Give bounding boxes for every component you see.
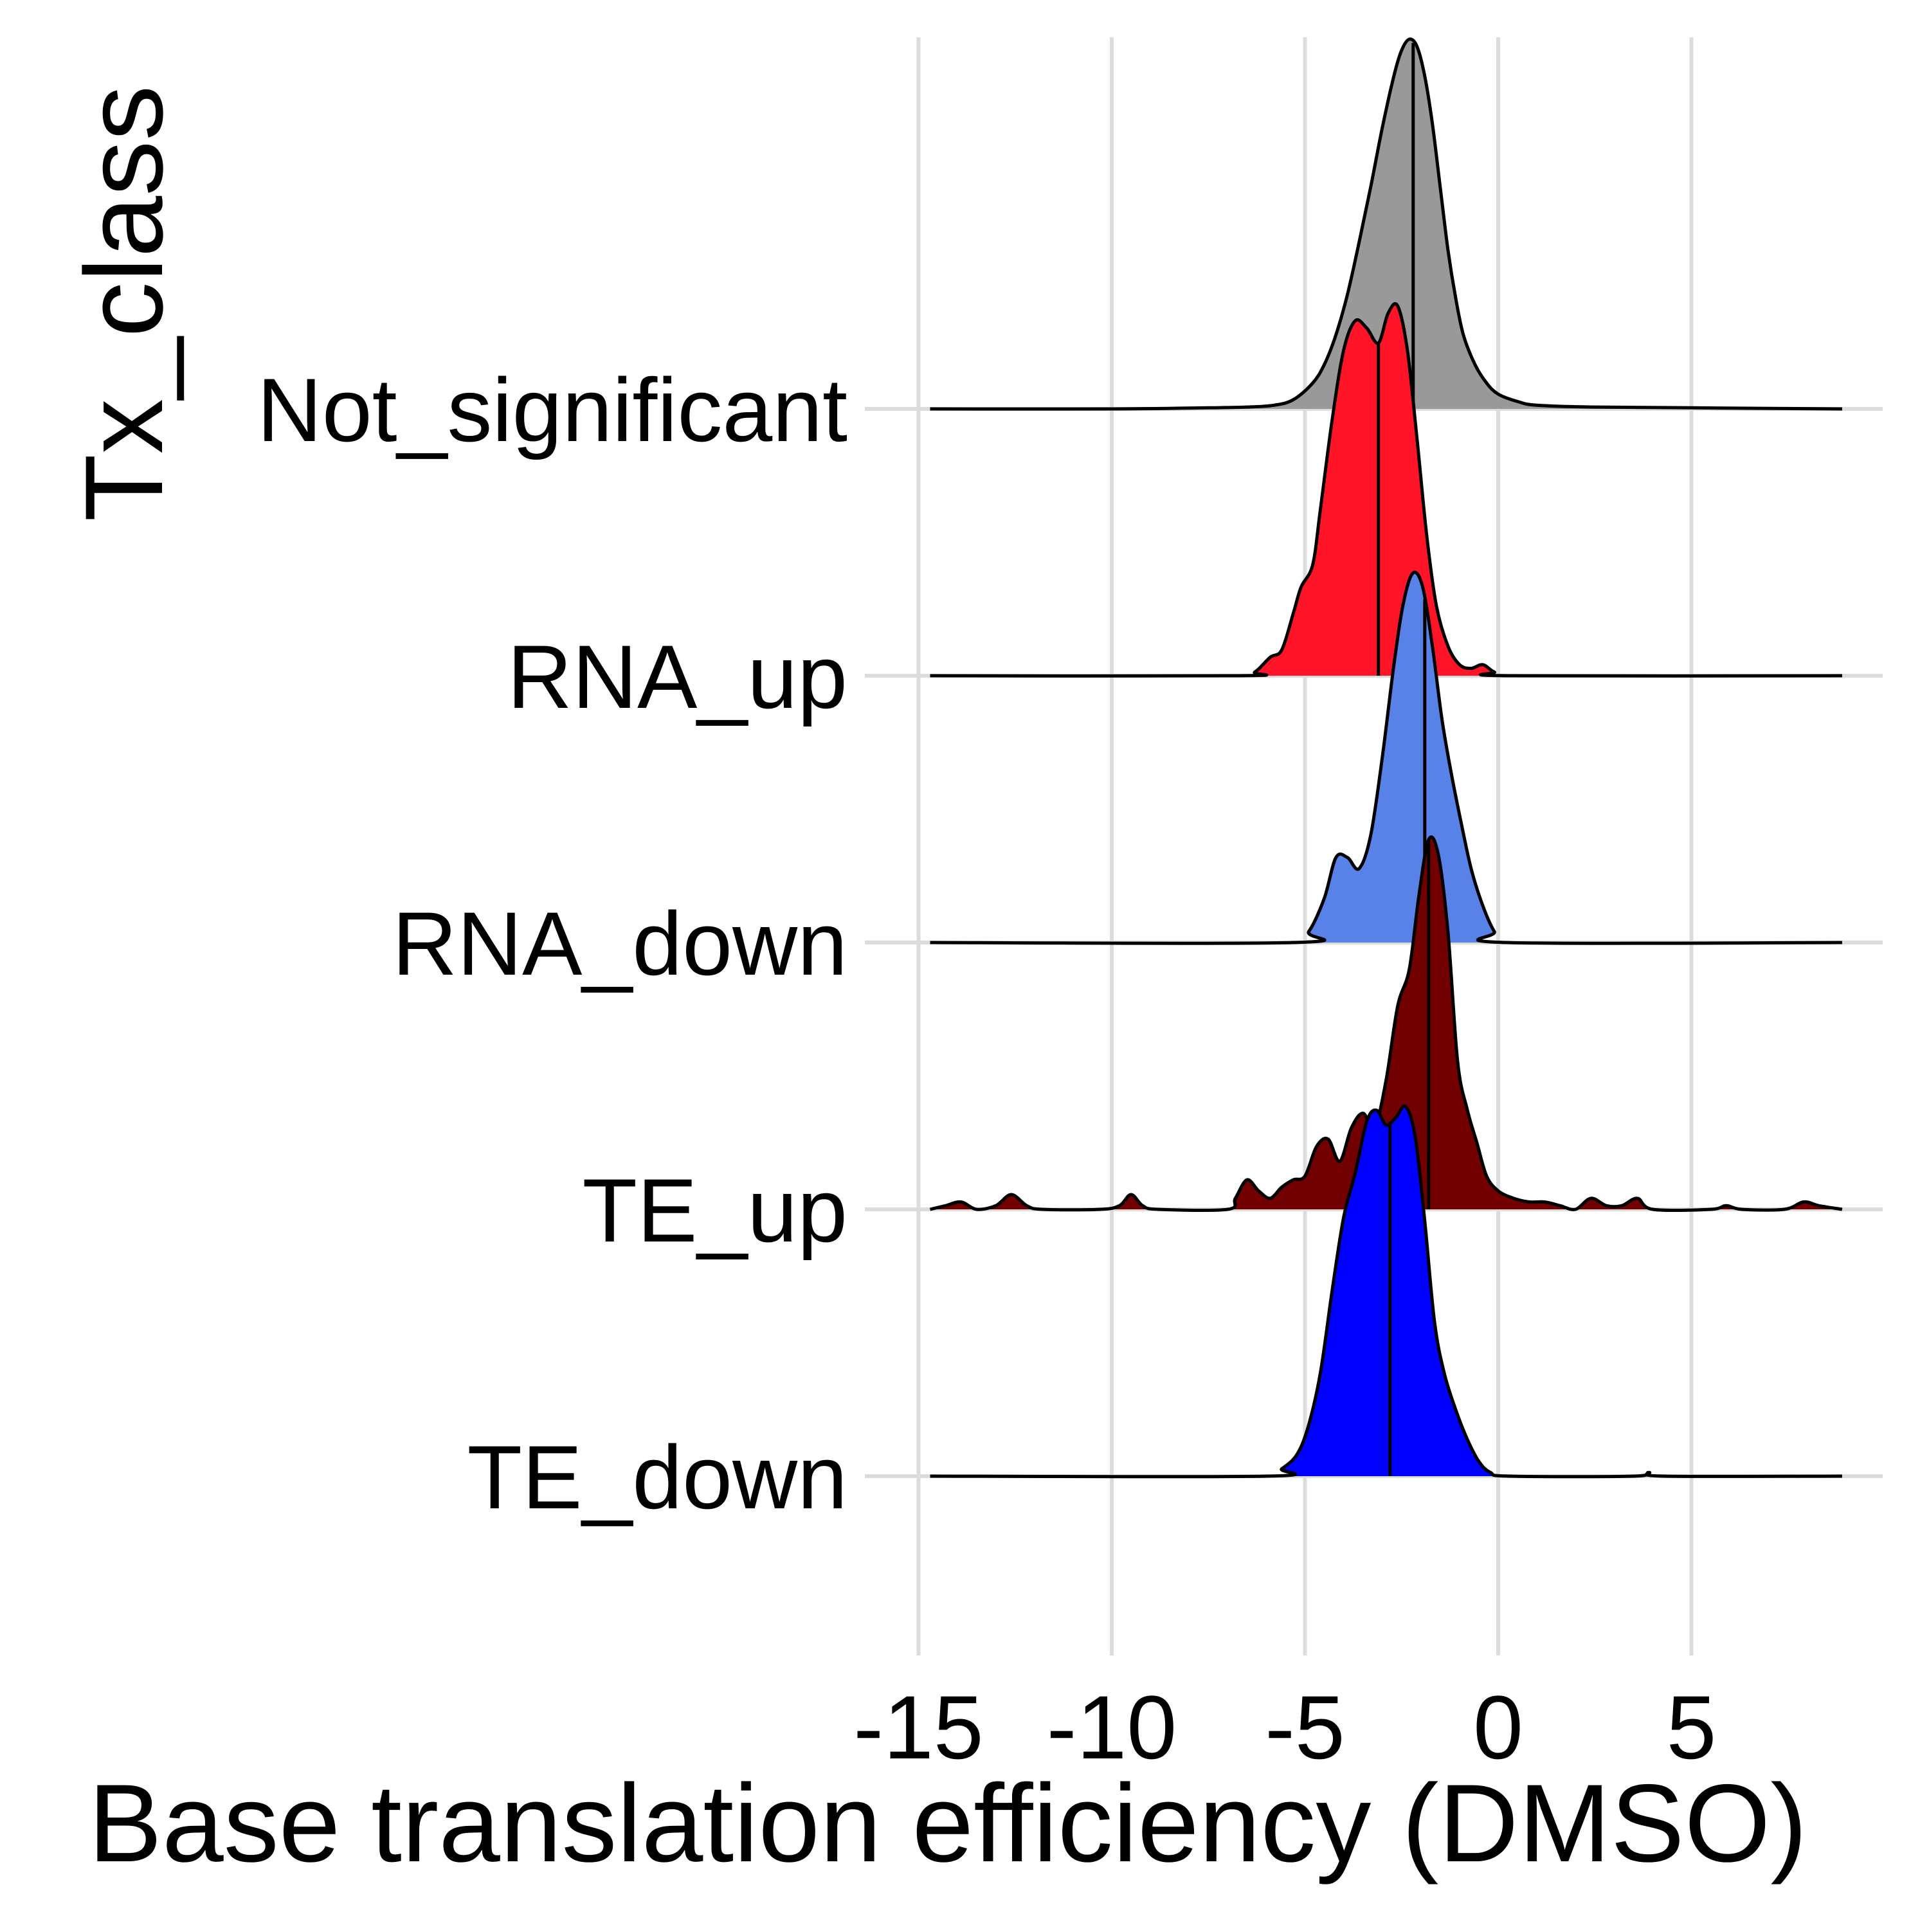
ridge-RNA_up — [930, 302, 1842, 678]
label-layer: -15 -10 -5 0 5 Not_significant RNA_up RNA_down T… — [257, 359, 1717, 1778]
x-tick-label: -5 — [1265, 1677, 1345, 1778]
ridge-fill — [930, 39, 1842, 410]
x-tick-label: -10 — [1047, 1677, 1177, 1778]
ridge-fill — [930, 1106, 1842, 1477]
y-tick-label: TE_up — [583, 1160, 847, 1261]
ridge-outline — [930, 570, 1842, 945]
y-tick-label: TE_down — [467, 1427, 847, 1528]
ridge-outline — [930, 37, 1842, 411]
x-tick-label: 0 — [1473, 1677, 1523, 1778]
y-tick-label: RNA_up — [507, 626, 847, 727]
x-axis-title: Base translation efficiency (DMSO) — [88, 1762, 1807, 1885]
ridge-outline — [930, 302, 1842, 678]
ridge-Not_significant — [930, 37, 1842, 411]
ridge-fill — [930, 303, 1842, 676]
x-tick-label: -15 — [853, 1677, 983, 1778]
y-axis-title: Tx_class — [62, 86, 186, 522]
y-tick-label: RNA_down — [392, 893, 847, 994]
ridge-outline — [929, 835, 1843, 1213]
x-tick-label: 5 — [1667, 1677, 1717, 1778]
y-tick-label: Not_significant — [257, 359, 847, 460]
ridge-outline — [930, 1104, 1842, 1479]
ridge-layer — [929, 37, 1843, 1479]
ridge-fill — [930, 572, 1842, 944]
ridge-TE_down — [930, 1104, 1842, 1479]
